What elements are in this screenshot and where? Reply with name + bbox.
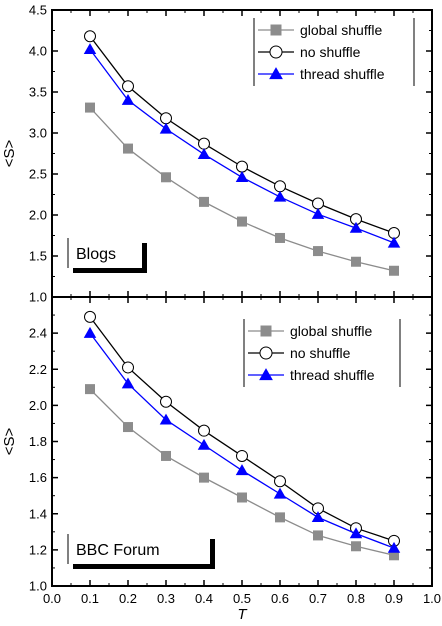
- data-point-no-shuffle: [160, 112, 172, 125]
- data-point-thread-shuffle: [387, 541, 401, 553]
- data-point-thread-shuffle: [273, 487, 287, 499]
- data-point-no-shuffle: [84, 310, 96, 323]
- data-point-no-shuffle: [160, 395, 172, 408]
- data-point-no-shuffle: [198, 137, 210, 150]
- x-tick-label: 0.3: [157, 591, 175, 606]
- data-point-global-shuffle: [351, 541, 361, 552]
- data-point-thread-shuffle: [83, 326, 97, 338]
- data-point-no-shuffle: [312, 197, 324, 210]
- data-point-global-shuffle: [85, 102, 95, 113]
- legend-marker-global-shuffle: [270, 24, 282, 36]
- y-axis-label-bottom: <S>: [1, 428, 18, 456]
- data-point-global-shuffle: [199, 472, 209, 483]
- data-point-thread-shuffle: [159, 122, 173, 134]
- y-tick-label: 1.2: [29, 542, 47, 557]
- x-tick-label: 0.2: [119, 591, 137, 606]
- panel-label-blogs: Blogs: [76, 246, 116, 263]
- y-tick-label: 4.5: [29, 3, 47, 18]
- legend-label: thread shuffle: [290, 367, 375, 383]
- data-point-no-shuffle: [122, 80, 134, 93]
- x-tick-label: 0.0: [43, 591, 61, 606]
- y-tick-label: 1.5: [29, 249, 47, 264]
- x-tick-label: 0.9: [385, 591, 403, 606]
- data-point-thread-shuffle: [121, 377, 135, 389]
- legend-label: global shuffle: [290, 323, 372, 339]
- data-point-thread-shuffle: [311, 511, 325, 523]
- legend-label: global shuffle: [300, 22, 382, 38]
- y-axis-label-top: <S>: [1, 140, 18, 168]
- data-point-no-shuffle: [84, 30, 96, 43]
- x-tick-label: 0.6: [271, 591, 289, 606]
- data-point-no-shuffle: [274, 180, 286, 193]
- y-tick-label: 2.5: [29, 167, 47, 182]
- legend-marker-thread-shuffle: [259, 368, 273, 381]
- panel-label-box: [68, 238, 142, 268]
- data-point-no-shuffle: [122, 361, 134, 374]
- data-point-global-shuffle: [275, 512, 285, 523]
- data-point-thread-shuffle: [159, 413, 173, 425]
- y-tick-label: 1.8: [29, 434, 47, 449]
- y-tick-label: 2.0: [29, 208, 47, 223]
- y-tick-label: 4.0: [29, 44, 47, 59]
- data-point-thread-shuffle: [311, 207, 325, 219]
- legend-label: no shuffle: [290, 345, 351, 361]
- y-tick-label: 1.4: [29, 506, 47, 521]
- y-tick-label: 3.5: [29, 85, 47, 100]
- x-tick-label: 1.0: [423, 591, 441, 606]
- data-point-global-shuffle: [389, 265, 399, 276]
- x-tick-label: 0.7: [309, 591, 327, 606]
- legend-marker-no-shuffle: [259, 346, 273, 360]
- data-point-global-shuffle: [85, 384, 95, 395]
- data-point-thread-shuffle: [387, 236, 401, 248]
- data-point-thread-shuffle: [83, 43, 97, 55]
- data-point-no-shuffle: [236, 160, 248, 173]
- data-point-global-shuffle: [199, 196, 209, 207]
- panel-label-box: [68, 534, 210, 564]
- x-tick-label: 0.8: [347, 591, 365, 606]
- data-point-global-shuffle: [313, 246, 323, 257]
- y-tick-label: 1.0: [29, 579, 47, 594]
- data-point-thread-shuffle: [349, 221, 363, 233]
- data-point-global-shuffle: [237, 492, 247, 503]
- data-point-global-shuffle: [237, 216, 247, 227]
- data-point-global-shuffle: [161, 172, 171, 183]
- data-point-global-shuffle: [351, 256, 361, 267]
- data-point-thread-shuffle: [349, 527, 363, 539]
- data-point-no-shuffle: [274, 475, 286, 488]
- y-tick-label: 2.0: [29, 398, 47, 413]
- y-tick-label: 1.0: [29, 290, 47, 305]
- data-point-global-shuffle: [161, 450, 171, 461]
- data-point-thread-shuffle: [197, 438, 211, 450]
- legend-label: no shuffle: [300, 44, 361, 60]
- data-point-thread-shuffle: [235, 464, 249, 476]
- legend-marker-no-shuffle: [269, 45, 283, 59]
- legend-marker-thread-shuffle: [269, 67, 283, 80]
- x-tick-label: 0.4: [195, 591, 213, 606]
- data-point-global-shuffle: [275, 232, 285, 243]
- data-point-thread-shuffle: [197, 148, 211, 160]
- data-point-thread-shuffle: [121, 93, 135, 105]
- x-axis-label: T: [237, 606, 248, 623]
- x-tick-label: 0.1: [81, 591, 99, 606]
- legend-label: thread shuffle: [300, 66, 385, 82]
- y-tick-label: 3.0: [29, 126, 47, 141]
- data-point-no-shuffle: [198, 424, 210, 437]
- data-point-global-shuffle: [389, 550, 399, 561]
- y-tick-label: 2.2: [29, 362, 47, 377]
- y-tick-label: 2.4: [29, 326, 47, 341]
- data-point-no-shuffle: [236, 449, 248, 462]
- y-tick-label: 1.6: [29, 470, 47, 485]
- x-tick-label: 0.5: [233, 591, 251, 606]
- data-point-global-shuffle: [123, 143, 133, 154]
- data-point-global-shuffle: [313, 530, 323, 541]
- legend-marker-global-shuffle: [260, 325, 272, 337]
- data-point-thread-shuffle: [273, 190, 287, 202]
- panel-label-bbc-forum: BBC Forum: [76, 542, 160, 559]
- series-line-thread-shuffle: [89, 332, 395, 549]
- data-point-thread-shuffle: [235, 171, 249, 182]
- data-point-global-shuffle: [123, 422, 133, 433]
